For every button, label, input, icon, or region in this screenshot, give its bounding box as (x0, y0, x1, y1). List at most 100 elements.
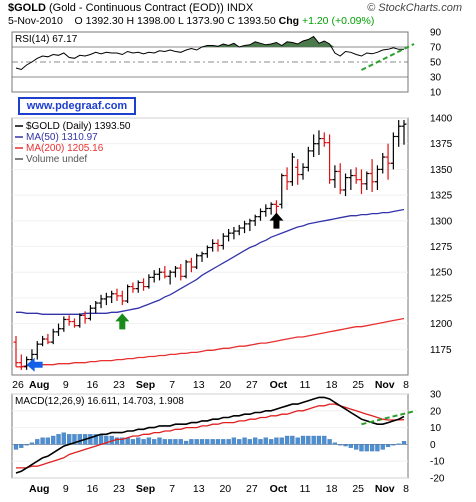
ohlc-bar (305, 146, 311, 172)
ohlc-bar (279, 173, 285, 209)
ohlc-bar (178, 263, 184, 281)
ohlc-bar (98, 294, 104, 309)
macd-histogram-bar (391, 444, 396, 446)
macd-histogram-bar (167, 439, 173, 445)
price-panel: 1400 1375 1350 1325 1300 1275 1250 1225 1200 1175… (11, 114, 453, 376)
macd-histogram-bar (104, 435, 109, 445)
blue-arrow-icon (26, 357, 43, 372)
ohlc-bar (135, 280, 141, 293)
x-tick-label: Sep (136, 483, 155, 495)
ma200-line (16, 317, 405, 368)
legend-entry: $GOLD (Daily) 1393.50 (26, 121, 131, 132)
ohlc-bar (183, 259, 189, 279)
ohlc-bar (327, 134, 333, 184)
ohlc-bar (242, 220, 248, 234)
legend-entry: MA(50) 1310.97 (26, 132, 98, 143)
ohlc-bar (82, 311, 88, 324)
x-tick-label: 11 (300, 483, 311, 495)
macd-histogram-bar (300, 435, 306, 445)
macd-histogram-bar (183, 440, 189, 445)
ohlc-bar (263, 204, 269, 217)
ohlc-bar (268, 202, 274, 215)
macd-tick-label: -20 (430, 474, 445, 485)
ohlc-bar (141, 278, 147, 291)
macd-histogram-bar (226, 439, 231, 445)
macd-histogram-bar (290, 435, 295, 445)
ohlc-bar (210, 239, 216, 252)
ohlc-bar (130, 282, 136, 293)
ma50-line (16, 208, 405, 315)
x-tick-label: 9 (63, 379, 69, 391)
macd-histogram-bar (242, 437, 247, 445)
macd-trend-line (361, 409, 417, 426)
website-watermark: www.pdegraaf.com (18, 97, 136, 115)
ohlc-bar (204, 245, 210, 258)
x-tick-label: 13 (193, 483, 205, 495)
x-tick-label: 20 (219, 483, 231, 495)
ohlc-bar (236, 224, 242, 236)
macd-legend: MACD(12,26,9) 16.611, 14.703, 1.908 (15, 396, 184, 407)
legend-entry: MA(200) 1205.16 (26, 143, 104, 154)
macd-panel: 30 20 10 0 -10 -20 MACD(12,26,9) 16.611, 14.70… (11, 390, 445, 485)
macd-histogram-bar (263, 437, 268, 445)
ohlc-bar (380, 152, 386, 174)
macd-histogram-bar (194, 439, 199, 445)
ohlc-bar (337, 163, 343, 195)
rsi-tick-label: 50 (430, 58, 442, 69)
low-value: 1373.90 (186, 15, 225, 27)
macd-histogram-bar (189, 439, 194, 445)
rsi-trend-line (361, 43, 415, 71)
macd-histogram-bar (364, 444, 369, 452)
ohlc-bar (348, 169, 354, 190)
macd-histogram-bar (348, 444, 353, 448)
high-value: 1398.00 (137, 15, 176, 27)
ohlc-bar (343, 173, 349, 197)
ohlc-bar (66, 315, 72, 326)
macd-histogram-bar (279, 437, 284, 445)
price-tick-label: 1175 (430, 345, 452, 356)
change-value: +1.20 (301, 15, 329, 27)
ohlc-bar (162, 266, 168, 279)
price-tick-label: 1300 (430, 216, 453, 227)
price-tick-label: 1275 (430, 242, 453, 253)
stockcharts-logo: © StockCharts.com (367, 2, 462, 14)
ohlc-bar (119, 290, 125, 306)
price-tick-label: 1350 (430, 165, 453, 176)
exchange: INDX (226, 2, 254, 14)
price-tick-label: 1325 (430, 191, 453, 202)
macd-histogram-bar (231, 437, 237, 445)
ohlc-bar (172, 266, 178, 278)
macd-histogram-bar (40, 437, 45, 445)
macd-histogram-bar (215, 439, 221, 445)
macd-histogram-bar (295, 437, 300, 445)
ohlc-readout: 5-Nov-2010 O 1392.30 H 1398.00 L 1373.90… (8, 15, 374, 27)
macd-tick-label: 10 (430, 423, 442, 434)
macd-histogram-bar (98, 434, 104, 445)
macd-histogram-bar (354, 444, 359, 450)
macd-histogram-bar (253, 437, 258, 445)
x-tick-label: 7 (169, 483, 175, 495)
macd-histogram-bar (173, 439, 178, 445)
ohlc-bar (13, 335, 19, 367)
ohlc-bar (353, 167, 359, 184)
macd-histogram-bar (152, 439, 157, 445)
x-tick-label: Sep (136, 379, 155, 391)
ohlc-bar (199, 251, 205, 262)
ohlc-bar (18, 354, 24, 370)
green-up-arrow-icon (115, 313, 130, 330)
x-tick-label: Nov (375, 379, 395, 391)
legend-entry: Volume undef (26, 154, 87, 165)
x-tick-label: Oct (270, 483, 288, 495)
ohlc-bar (311, 134, 317, 158)
ohlc-bar (114, 288, 120, 301)
price-tick-label: 1250 (430, 268, 453, 279)
macd-histogram-bar (258, 439, 263, 445)
macd-x-axis: Aug 9 16 23 Sep 7 13 20 27 Oct 11 18 25 Nov 8 (29, 483, 409, 495)
rsi-tick-label: 70 (430, 43, 442, 54)
ohlc-bar (146, 274, 152, 289)
ohlc-bar (220, 233, 226, 250)
black-up-arrow-icon (269, 212, 284, 229)
macd-histogram-bar (247, 439, 253, 445)
ohlc-bar (157, 268, 163, 281)
macd-tick-label: 30 (430, 390, 442, 401)
